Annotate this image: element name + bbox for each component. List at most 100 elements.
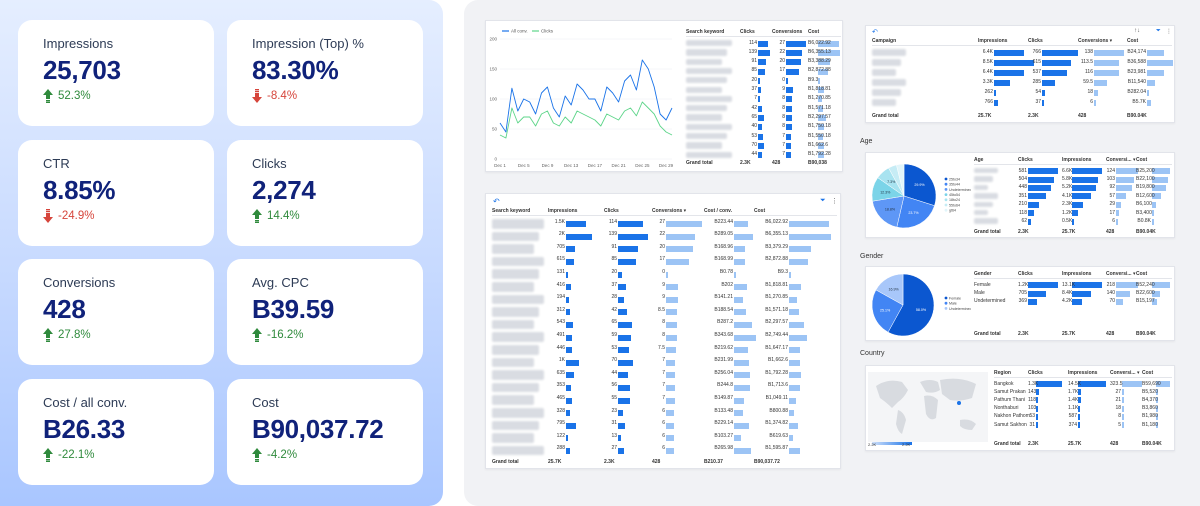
table-row[interactable]: Samut Prakan 143 1.7K 27 B5,520 [994, 388, 1172, 396]
table-header[interactable]: Cost / conv. [704, 208, 732, 214]
table-row[interactable]: 491 59 8 B343.68 B2,749.44 [492, 331, 837, 344]
cell-value: B3,860 [1142, 405, 1155, 411]
table-row[interactable]: 504 5.8K 103 B22,100 [974, 175, 1172, 183]
kpi-value: B39.59 [252, 293, 407, 325]
table-row[interactable]: 210 2.3K 29 B6,100 [974, 201, 1172, 209]
table-header[interactable]: Impressions [1062, 157, 1091, 163]
table-row[interactable]: 70 7 B1,662.6 [686, 141, 841, 150]
table-header[interactable]: Cost [1142, 370, 1153, 376]
table-row[interactable]: 6.4K 766 138 B24,174 [872, 48, 1172, 58]
table-row[interactable]: 85 17 B2,872.88 [686, 67, 841, 76]
table-header[interactable]: Impressions [978, 38, 1007, 44]
table-row[interactable]: 312 42 8.5 B188.54 B1,571.18 [492, 306, 837, 319]
table-row[interactable]: 543 65 8 B287.2 B2,297.57 [492, 319, 837, 332]
table-row[interactable]: 139 22 B6,355.13 [686, 48, 841, 57]
kpi-label: CTR [43, 155, 198, 172]
cell-value: 13.1K [1062, 282, 1071, 288]
country-title: Country [860, 350, 885, 357]
table-header[interactable]: Conversions ▾ [652, 208, 686, 214]
more-icon[interactable]: ⋮ [831, 197, 838, 205]
table-header[interactable]: Conversi... ▾ [1106, 157, 1135, 163]
table-header[interactable]: Clicks [1018, 271, 1033, 277]
table-row[interactable]: 7 8 B1,270.85 [686, 95, 841, 104]
table-row[interactable]: 288 27 6 B265.98 B1,595.87 [492, 445, 837, 458]
table-row[interactable]: Undetermined 369 4.2K 70 B15,197 [974, 298, 1172, 306]
table-header[interactable]: Conversions ▾ [1078, 38, 1112, 44]
table-row[interactable]: 131 20 0 B0.78 B9.3 [492, 268, 837, 281]
cell-bar [1042, 50, 1078, 56]
table-row[interactable]: 581 6.6K 124 B25,200 [974, 167, 1172, 175]
table-header[interactable]: Cost [1136, 157, 1147, 163]
table-header[interactable]: Campaign [872, 38, 896, 44]
table-row[interactable]: 37 9 B1,818.81 [686, 86, 841, 95]
table-header[interactable]: Search keyword [686, 29, 724, 35]
cell-bar [734, 272, 736, 278]
table-header[interactable]: Search keyword [492, 208, 530, 214]
table-row[interactable]: 62 0.5K 6 B0.8K [974, 217, 1172, 225]
table-row[interactable]: 635 44 7 B256.04 B1,792.28 [492, 369, 837, 382]
table-header[interactable]: Cost [1127, 38, 1138, 44]
filter-icon[interactable]: ⏷ [1156, 28, 1161, 35]
table-row[interactable]: 1.5K 114 27 B223.44 B6,022.92 [492, 218, 837, 231]
table-row[interactable]: 416 37 9 B202 B1,818.81 [492, 281, 837, 294]
table-row[interactable]: 465 55 7 B149.87 B1,049.11 [492, 394, 837, 407]
table-row[interactable]: 353 56 7 B244.8 B1,713.6 [492, 382, 837, 395]
table-row[interactable]: 118 1.2K 17 B3,400 [974, 209, 1172, 217]
table-row[interactable]: Nakhon Pathom 53 587 8 B1,980 [994, 413, 1172, 421]
table-row[interactable]: 194 28 9 B141.21 B1,270.85 [492, 294, 837, 307]
table-row[interactable]: 65 8 B2,297.57 [686, 113, 841, 122]
table-row[interactable]: 122 13 6 B103.27 B619.63 [492, 432, 837, 445]
table-row[interactable]: 766 37 6 B5.7K [872, 98, 1172, 108]
table-row[interactable]: Female 1.2K 13.1K 218 B52,240 [974, 281, 1172, 289]
table-header[interactable]: Cost [754, 208, 765, 214]
table-header[interactable]: Clicks [604, 208, 619, 214]
table-row[interactable]: 795 31 6 B229.14 B1,374.82 [492, 420, 837, 433]
table-header[interactable]: Clicks [1028, 38, 1043, 44]
age-table: Age Clicks Impressions Conversi... ▾ Cost 581… [974, 157, 1172, 237]
table-row[interactable]: 2K 139 22 B289.05 B6,355.13 [492, 231, 837, 244]
table-header[interactable]: Clicks [1018, 157, 1033, 163]
table-header[interactable]: Impressions [1068, 370, 1097, 376]
table-header[interactable]: Conversions [772, 29, 802, 35]
table-row[interactable]: 351 4.1K 57 B12,600 [974, 192, 1172, 200]
table-row[interactable]: 446 53 7.5 B219.62 B1,647.17 [492, 344, 837, 357]
table-row[interactable]: 44 7 B1,792.28 [686, 151, 841, 160]
table-row[interactable]: 53 7 B1,550.18 [686, 132, 841, 141]
table-row[interactable]: Male 705 8.4K 140 B22,600 [974, 289, 1172, 297]
table-row[interactable]: 42 8 B1,571.18 [686, 104, 841, 113]
table-row[interactable]: Bangkok 1.3K 14.5K 323.5 B59,690 [994, 380, 1172, 388]
table-row[interactable]: 114 27 B6,022.92 [686, 39, 841, 48]
table-row[interactable]: 705 91 20 B168.96 B3,379.29 [492, 243, 837, 256]
table-header[interactable]: Gender [974, 271, 992, 277]
sort-icon[interactable]: ↑↓ [1134, 28, 1140, 34]
table-row[interactable]: 91 20 B3,388.29 [686, 58, 841, 67]
table-header[interactable]: Cost [808, 29, 819, 35]
table-row[interactable]: Pathum Thani 118 1.4K 21 B4,370 [994, 396, 1172, 404]
cell-bar [1116, 168, 1138, 174]
table-header[interactable]: Impressions [1062, 271, 1091, 277]
table-row[interactable]: 40 8 B1,750.18 [686, 123, 841, 132]
table-header[interactable]: Cost [1136, 271, 1147, 277]
table-header[interactable]: Conversi... ▾ [1110, 370, 1139, 376]
refresh-icon[interactable]: ↶ [493, 197, 500, 206]
more-icon[interactable]: ⋮ [1166, 28, 1172, 35]
table-row[interactable]: Samut Sakhon 31 374 5 B1,180 [994, 421, 1172, 429]
table-row[interactable]: 448 5.2K 92 B19,800 [974, 184, 1172, 192]
table-header[interactable]: Impressions [548, 208, 577, 214]
table-row[interactable]: 6.4K 537 116 B23,981 [872, 68, 1172, 78]
table-header[interactable]: Region [994, 370, 1011, 376]
table-header[interactable]: Clicks [1028, 370, 1043, 376]
table-row[interactable]: 8.5K 615 113.5 B36,588 [872, 58, 1172, 68]
table-row[interactable]: 262 54 18 B282.04 [872, 88, 1172, 98]
table-row[interactable]: 615 85 17 B168.99 B2,872.88 [492, 256, 837, 269]
table-row[interactable]: Nonthaburi 103 1.1K 18 B3,860 [994, 405, 1172, 413]
table-row[interactable]: 20 0 B9.3 [686, 76, 841, 85]
table-header[interactable]: Age [974, 157, 983, 163]
filter-icon[interactable]: ⏷ [820, 197, 826, 205]
table-header[interactable]: Clicks [740, 29, 755, 35]
table-row[interactable]: 328 23 6 B133.48 B800.88 [492, 407, 837, 420]
table-row[interactable]: 3.3K 285 59.5 B11,540 [872, 78, 1172, 88]
refresh-icon[interactable]: ↶ [872, 28, 878, 36]
table-row[interactable]: 1K 70 7 B231.99 B1,662.6 [492, 357, 837, 370]
table-header[interactable]: Conversi... ▾ [1106, 271, 1135, 277]
